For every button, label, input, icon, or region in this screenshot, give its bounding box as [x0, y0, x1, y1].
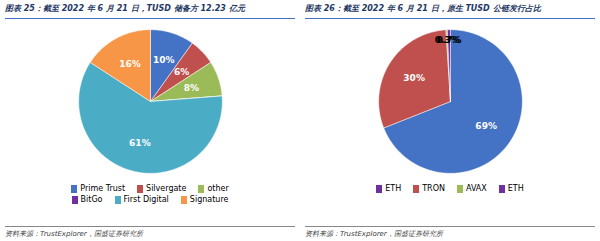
- html-text:AVAX: AVAX: [465, 184, 487, 193]
- html-text:BitGo: BitGo: [80, 195, 103, 204]
- html-text:图表 25：截至 2022 年 6 月 21 日，TUSD: 图表 25：截至 2022 年 6 月 21 日，TUSD 储备方 12.23 …: [5, 4, 245, 13]
- html-text:Prime Trust: Prime Trust: [80, 184, 126, 193]
- svg-text:69%: 69%: [475, 121, 497, 131]
- html-text:First Digital: First Digital: [123, 195, 169, 204]
- svg-text:16%: 16%: [119, 59, 141, 69]
- svg-text:8%: 8%: [184, 83, 199, 93]
- html-text:other: other: [207, 184, 229, 193]
- svg-text:61%: 61%: [129, 138, 151, 148]
- html-text:Silvergate: Silvergate: [146, 184, 187, 193]
- html-text:资料来源：TrustExplorer，国盛证券研究所: 资料来源：TrustExplorer，国盛证券研究所: [5, 230, 143, 238]
- html-text:TRON: TRON: [422, 184, 445, 193]
- html-text:资料来源：TrustExplorer，国盛证券研究所: 资料来源：TrustExplorer，国盛证券研究所: [305, 230, 443, 238]
- html-text:Signature: Signature: [189, 195, 229, 204]
- svg-text:6%: 6%: [174, 67, 189, 77]
- html-text:ETH: ETH: [507, 184, 524, 193]
- svg-text:0.7%: 0.7%: [437, 35, 462, 45]
- svg-text:10%: 10%: [153, 55, 175, 65]
- html-text:图表 26：截至 2022 年 6 月 21 日，原生 TU: 图表 26：截至 2022 年 6 月 21 日，原生 TUSD 公链发行占比: [305, 4, 541, 13]
- html-text:ETH: ETH: [385, 184, 402, 193]
- svg-text:30%: 30%: [403, 73, 425, 83]
